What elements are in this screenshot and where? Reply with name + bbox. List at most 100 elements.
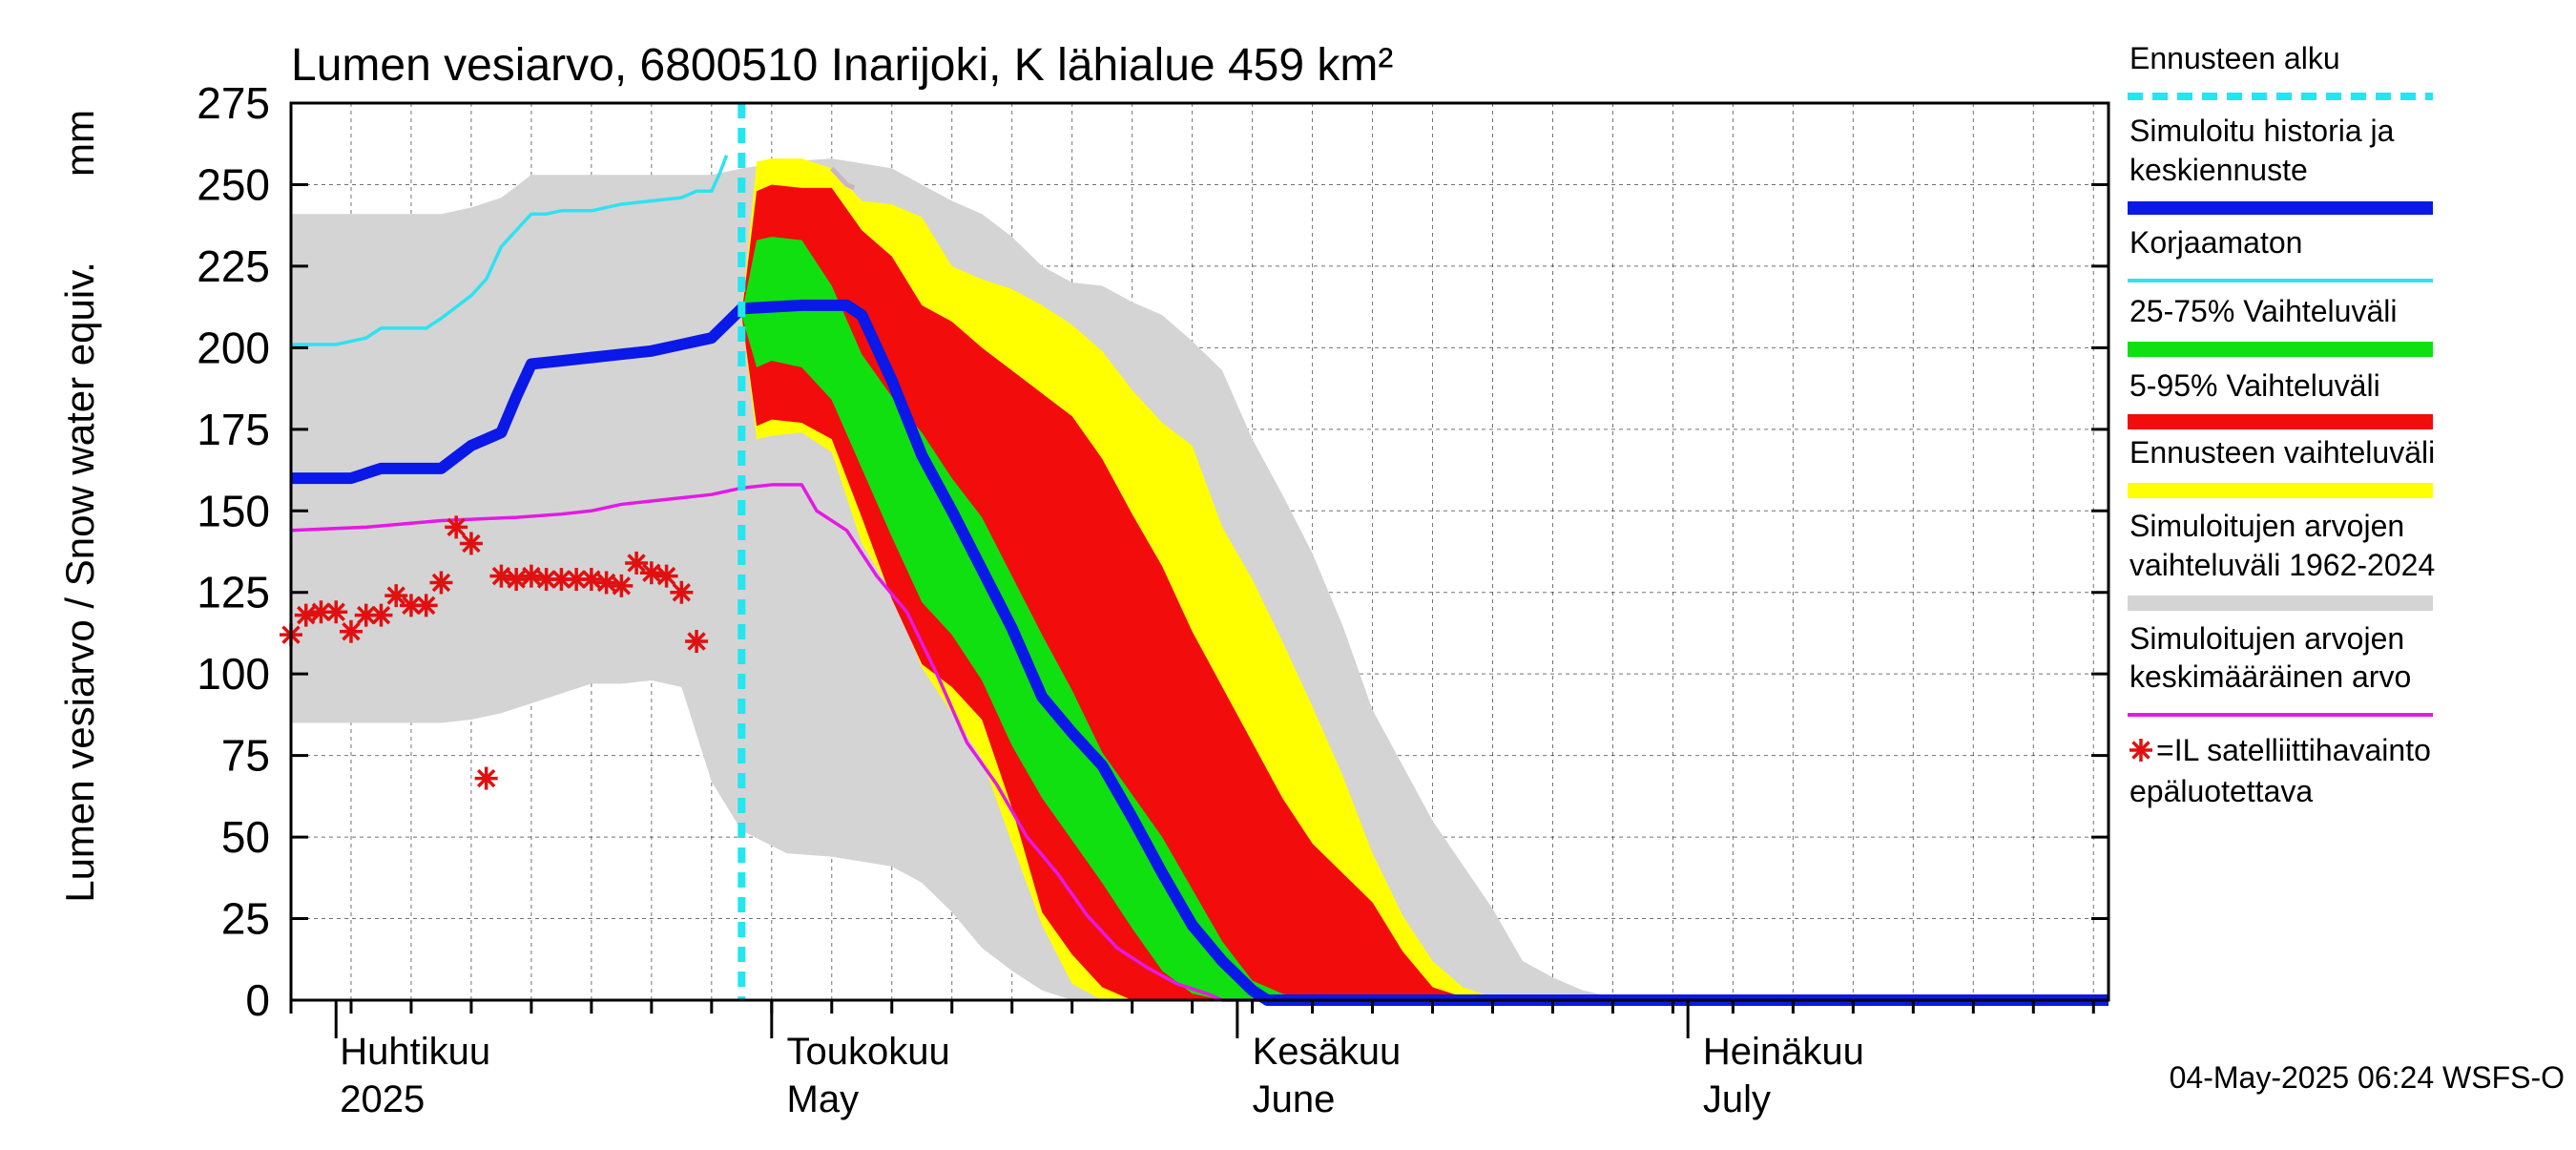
star-stroke (672, 583, 692, 602)
satellite-observation-point (639, 561, 663, 585)
satellite-observation-point (610, 574, 634, 597)
y-tick-label: 150 (197, 486, 270, 535)
star-stroke (462, 533, 481, 554)
star-stroke (386, 586, 405, 605)
legend-label: 25-75% Vaihteluväli (2129, 294, 2397, 328)
y-tick-label: 25 (221, 894, 270, 944)
star-stroke (536, 570, 556, 589)
star-stroke (687, 632, 706, 651)
x-month-label: Kesäkuu (1253, 1031, 1402, 1073)
star-stroke (627, 554, 646, 573)
legend-label: vaihteluväli 1962-2024 (2129, 548, 2435, 582)
series-layer (280, 103, 2109, 1006)
satellite-observation-point (489, 564, 513, 588)
legend-label: Ennusteen alku (2129, 41, 2340, 75)
satellite-observation-point (579, 568, 603, 592)
legend-label: =IL satelliittihavainto (2156, 733, 2431, 767)
legend-label: epäluotettava (2129, 774, 2313, 808)
satellite-observation-point (445, 515, 468, 539)
satellite-observation-point (429, 571, 453, 595)
satellite-observation-point (414, 594, 438, 617)
satellite-observation-point (459, 532, 483, 555)
star-stroke (431, 573, 451, 593)
y-tick-label: 75 (221, 731, 270, 781)
legend-label: 5-95% Vaihteluväli (2129, 368, 2380, 403)
y-tick-label: 50 (221, 812, 270, 862)
satellite-observation-point (505, 568, 529, 592)
legend-label: Simuloitu historia ja (2129, 114, 2395, 148)
star-stroke (551, 570, 571, 589)
satellite-observation-point (625, 551, 649, 575)
p25-75-band (741, 237, 1373, 1001)
star-stroke (582, 570, 601, 589)
y-tick-label: 200 (197, 323, 270, 372)
simulated-history-faint-line (829, 166, 856, 191)
satellite-observation-point (594, 571, 618, 595)
legend-label: keskimääräinen arvo (2129, 659, 2411, 694)
satellite-observation-point (339, 619, 363, 643)
star-stroke (311, 602, 331, 621)
satellite-observation-point (369, 603, 393, 627)
satellite-observation-point (565, 568, 589, 592)
satellite-observation-point (654, 564, 678, 588)
satellite-observation-point (670, 580, 694, 604)
star-stroke (416, 596, 436, 616)
legend-label: keskiennuste (2129, 153, 2308, 187)
star-stroke (656, 566, 676, 586)
legend-label: Simuloitujen arvojen (2129, 509, 2404, 543)
satellite-observation-point (519, 564, 543, 588)
star-stroke (476, 768, 496, 788)
legend-label: Ennusteen vaihteluväli (2129, 435, 2435, 470)
x-month-label-en: June (1253, 1078, 1336, 1120)
star-stroke (342, 622, 361, 641)
x-month-label-en: 2025 (340, 1078, 425, 1120)
star-stroke (356, 605, 376, 625)
y-tick-label: 175 (197, 405, 270, 454)
plot-frame (289, 101, 2110, 1002)
legend-label: Korjaamaton (2129, 225, 2302, 260)
y-axis-unit: mm (57, 110, 102, 177)
star-stroke (491, 566, 511, 586)
x-month-label-en: May (787, 1078, 860, 1120)
star-stroke (326, 602, 345, 621)
y-tick-label: 125 (197, 568, 270, 617)
satellite-observation-point (685, 630, 709, 653)
star-stroke (447, 517, 466, 537)
legend-swatch-star (2129, 739, 2152, 762)
star-stroke (567, 570, 586, 589)
x-month-label: Huhtikuu (340, 1031, 490, 1073)
median-line (291, 299, 2109, 1006)
y-tick-label: 0 (245, 975, 270, 1025)
axes: 0 25 50 75 100 125 150 175 200 225 250 275 Huhtikuu 2… (197, 78, 2110, 1120)
x-month-label: Heinäkuu (1703, 1031, 1864, 1073)
x-month-label-en: July (1703, 1078, 1771, 1120)
satellite-observation-point (534, 568, 558, 592)
legend-label: Simuloitujen arvojen (2129, 621, 2404, 656)
p5-95-band (741, 184, 1493, 1001)
satellite-observation-point (309, 600, 333, 624)
star-stroke (2131, 741, 2150, 760)
star-stroke (642, 563, 661, 582)
chart-title: Lumen vesiarvo, 6800510 Inarijoki, K läh… (291, 40, 1393, 91)
satellite-observation-point (324, 600, 348, 624)
satellite-observation-point (384, 584, 408, 608)
y-tick-label: 100 (197, 649, 270, 699)
star-stroke (522, 566, 541, 586)
legend: Ennusteen alku Simuloitu historia ja keski… (2128, 41, 2435, 808)
star-stroke (371, 605, 391, 625)
star-stroke (297, 605, 316, 625)
satellite-observation-point (474, 766, 498, 790)
y-tick-label: 225 (197, 241, 270, 291)
satellite-observation-point (294, 603, 318, 627)
star-stroke (507, 570, 526, 589)
x-month-label: Toukokuu (787, 1031, 950, 1073)
mean-line (290, 483, 2109, 1002)
star-stroke (612, 576, 632, 596)
y-axis-label: Lumen vesiarvo / Snow water equiv. (57, 261, 102, 903)
y-tick-label: 275 (197, 78, 270, 128)
y-tick-label: 250 (197, 159, 270, 209)
timestamp: 04-May-2025 06:24 WSFS-O (2170, 1060, 2565, 1095)
star-stroke (596, 573, 616, 593)
